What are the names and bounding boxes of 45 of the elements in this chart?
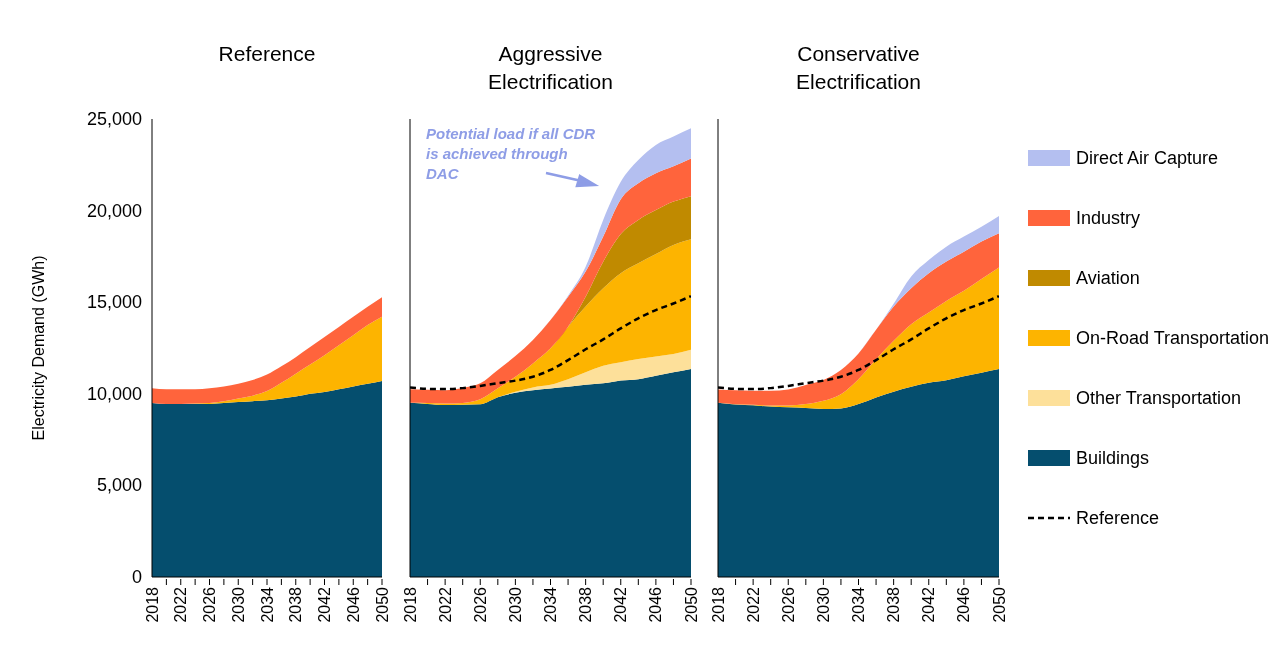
x-tick-label: 2030	[229, 586, 247, 623]
x-tick-label: 2050	[682, 586, 700, 623]
x-tick-label: 2022	[436, 586, 454, 623]
x-tick-label: 2026	[471, 586, 489, 623]
x-tick-label: 2038	[577, 586, 595, 623]
x-tick-label: 2050	[373, 586, 391, 623]
x-tick-label: 2038	[885, 586, 903, 623]
legend-label: Industry	[1076, 207, 1142, 229]
x-tick-label: 2042	[920, 586, 938, 623]
annotation: Potential load if all CDR is achieved through DAC	[426, 124, 597, 184]
y-axis-title: Electricity Demand (GWh)	[29, 255, 47, 441]
y-tick-label: 5,000	[96, 475, 142, 496]
chart-title: Aggressive Electrification	[487, 41, 614, 95]
x-tick-label: 2034	[542, 586, 559, 623]
chart-title: Reference	[217, 41, 317, 67]
x-tick-label: 2018	[143, 586, 161, 623]
x-tick-label: 2022	[172, 586, 190, 623]
y-tick-label: 15,000	[86, 292, 142, 313]
x-tick-label: 2046	[955, 586, 973, 623]
legend-label: Aviation	[1076, 267, 1141, 289]
x-tick-label: 2042	[316, 586, 333, 623]
y-tick-label: 0	[131, 567, 142, 587]
x-tick-label: 2022	[744, 586, 762, 623]
x-tick-label: 2046	[647, 586, 665, 623]
legend-label: Other Transportation	[1076, 387, 1243, 409]
x-tick-label: 2038	[287, 586, 305, 623]
x-tick-label: 2026	[779, 586, 797, 623]
y-tick-label: 25,000	[86, 109, 142, 129]
chart-title: Conservative Electrification	[795, 41, 922, 95]
x-tick-label: 2018	[401, 586, 419, 623]
y-tick-label: 10,000	[86, 383, 142, 404]
x-tick-label: 2026	[201, 586, 218, 623]
x-tick-label: 2030	[814, 586, 832, 623]
legend-label: Reference	[1076, 507, 1161, 529]
x-tick-label: 2046	[344, 586, 362, 623]
x-tick-label: 2034	[258, 586, 276, 623]
x-tick-label: 2042	[612, 586, 630, 623]
y-tick-label: 20,000	[86, 200, 142, 221]
legend-label: On-Road Transportation	[1076, 327, 1271, 349]
legend-label: Buildings	[1076, 447, 1151, 469]
x-tick-label: 2050	[990, 586, 1008, 623]
x-tick-label: 2034	[850, 586, 867, 623]
legend-label: Direct Air Capture	[1076, 147, 1220, 169]
x-tick-label: 2030	[506, 586, 524, 623]
x-tick-label: 2018	[709, 586, 727, 623]
